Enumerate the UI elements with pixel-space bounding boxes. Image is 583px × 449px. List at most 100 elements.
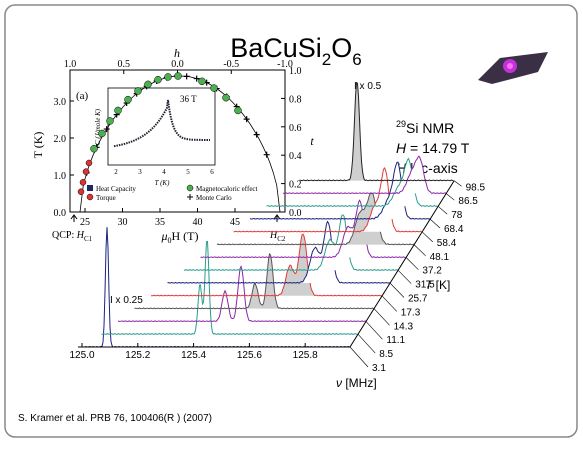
bottom-tick-label: 40 [193, 217, 203, 228]
freq-tick-label: 125.4 [181, 350, 206, 361]
top-tick-label: 0.5 [118, 59, 131, 70]
inset-axis-label: C (J/mole K) [94, 108, 102, 145]
legend-marker [87, 185, 93, 191]
temp-axis [349, 180, 455, 348]
inset-tick-label: 5 [186, 168, 190, 176]
label-part: Si NMR [406, 120, 454, 136]
temp-label: 31.5 [415, 280, 435, 291]
title-sub: 6 [352, 50, 361, 69]
temp-tick [453, 180, 462, 187]
temp-label: 37.2 [422, 266, 442, 277]
spectrum-line [184, 214, 399, 271]
top-tick-label: 0.0 [171, 59, 184, 70]
label-part: μ [160, 229, 167, 243]
mce-marker [124, 95, 132, 104]
monte-carlo-marker [253, 131, 260, 138]
label-part: T [425, 278, 434, 292]
right-tick-label: 0.6 [289, 123, 302, 134]
temp-tick [365, 321, 383, 340]
temp-tick [389, 282, 405, 298]
torque-marker [79, 179, 87, 186]
temp-label: 48.1 [430, 252, 450, 263]
arrow [70, 214, 281, 222]
left-tick-label: 2.0 [54, 134, 67, 145]
temp-label: 8.5 [379, 349, 393, 360]
temp-label: 25.7 [408, 294, 428, 305]
inset-tick-label: 4 [162, 168, 166, 176]
temp-tick [397, 269, 412, 284]
title-part: O [331, 33, 352, 63]
nmr-label: 29Si NMR [396, 119, 454, 136]
right-tick-label: 1.0 [289, 66, 302, 77]
freq-tick-label: 125.6 [237, 350, 262, 361]
top-tick-label: -1.0 [277, 59, 293, 70]
legend-label: Monte Carlo [196, 194, 232, 202]
temp-tick [357, 333, 376, 354]
spectrum [250, 162, 430, 219]
temp-label: 58.4 [437, 238, 457, 249]
axis-label: t [310, 134, 314, 148]
spectrum-line [134, 253, 374, 310]
right-tick-label: 0.8 [289, 94, 302, 105]
temp-label: 17.3 [401, 307, 421, 318]
legend-marker [86, 193, 94, 201]
spectrum [134, 254, 374, 309]
inset-tick-label: 6 [210, 168, 214, 176]
axis-label: h [174, 46, 180, 60]
temp-tick [421, 231, 434, 243]
inset-tick-label: 2 [114, 168, 118, 176]
monte-carlo-marker [193, 75, 200, 82]
label-part: H [396, 160, 407, 176]
right-tick-label: 0.0 [289, 208, 302, 219]
label-part: [MHz] [342, 376, 377, 390]
right-tick-label: 0.4 [289, 151, 302, 162]
mce-marker [210, 84, 218, 92]
bottom-tick-label: 25 [80, 217, 90, 228]
legend-marker [187, 194, 193, 200]
temp-axis-label: T [K] [425, 278, 450, 292]
spectrum [118, 266, 366, 322]
inset-frame [107, 87, 216, 166]
spectra: 3.1 8.5 11.1 14.3 17.3 25.7 31.5 37.2 48.1 58.4 6 8… [69, 81, 486, 374]
temp-tick [445, 193, 455, 201]
temp-label: 3.1 [372, 363, 386, 374]
label-part: 0 [168, 236, 172, 245]
mce-marker [234, 106, 242, 115]
inset-label: 36 T [180, 94, 197, 104]
left-tick-label: 1.0 [54, 171, 67, 182]
label-part: = 14.79 T [406, 140, 470, 156]
freq-tick-label: 125.2 [125, 350, 150, 361]
axis-label: μ0H (T) [160, 229, 198, 245]
spectrum-line [216, 192, 415, 246]
temp-tick [437, 205, 448, 215]
bottom-tick-label: 45 [230, 217, 240, 228]
temp-tick [413, 244, 426, 257]
temp-label: 14.3 [394, 321, 414, 332]
mce-marker [164, 73, 172, 81]
monte-carlo-marker [103, 126, 110, 133]
qcp-label: QCP: HC1 [52, 230, 93, 243]
legend-label: Magnetocaloric effect [196, 185, 258, 193]
monte-carlo-marker [263, 151, 270, 158]
spectrum [266, 158, 438, 207]
bottom-tick-label: 30 [118, 217, 128, 228]
monte-carlo-marker [183, 73, 190, 80]
mce-marker [154, 75, 162, 84]
label-part: C1 [84, 235, 93, 243]
top-tick-label: -0.5 [223, 59, 239, 70]
temp-tick [349, 346, 369, 368]
label-part: H [76, 230, 85, 241]
temp-label: 11.1 [386, 335, 405, 346]
inset-curve [113, 99, 210, 148]
spectrum-line [249, 161, 430, 220]
bottom-tick-label: 35 [155, 217, 165, 228]
temp-tick [429, 218, 441, 229]
top-tick-label: 1.0 [64, 59, 77, 70]
left-tick-label: 3.0 [54, 97, 67, 108]
label-part: C2 [277, 235, 286, 243]
spectrum-line [200, 199, 406, 258]
temp-label: 86.5 [458, 196, 478, 207]
legend-marker [186, 184, 194, 192]
inset-tick-label: 3 [138, 168, 142, 176]
